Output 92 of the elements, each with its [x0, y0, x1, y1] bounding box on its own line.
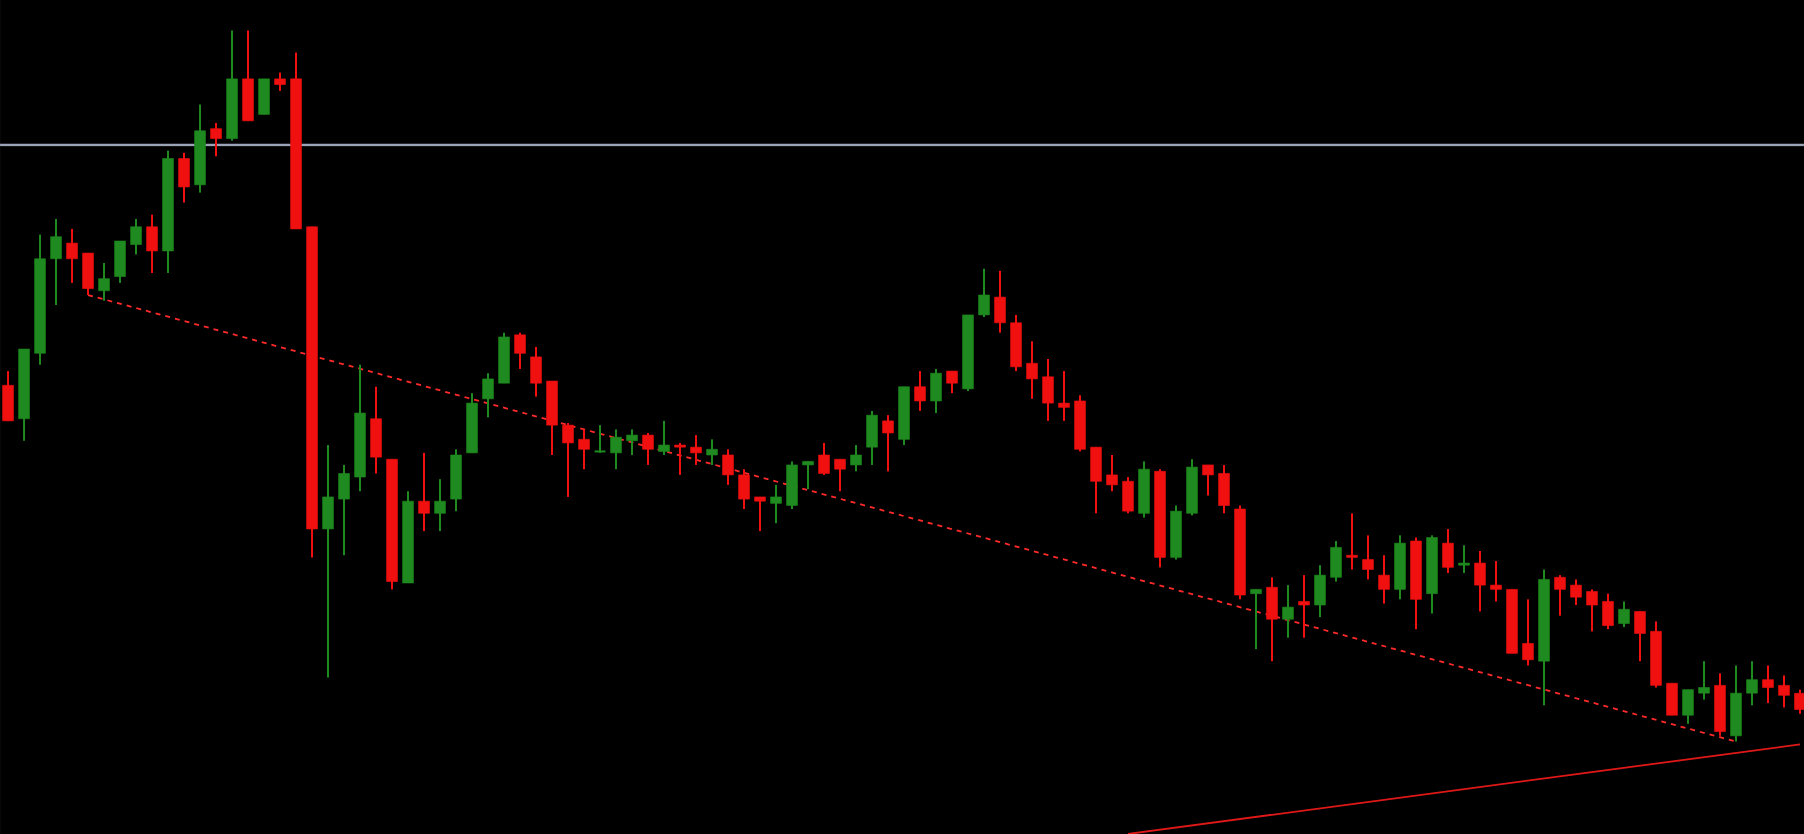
candlestick	[866, 409, 878, 466]
candlestick	[690, 434, 702, 466]
candlestick	[1058, 370, 1070, 422]
candlestick	[450, 448, 462, 513]
candlestick	[546, 380, 558, 456]
candlestick	[1474, 549, 1486, 613]
candlestick	[498, 331, 510, 385]
candlestick	[610, 428, 622, 471]
candlestick	[994, 269, 1006, 334]
candlestick	[1026, 340, 1038, 400]
candlestick	[802, 460, 814, 491]
candlestick	[1602, 592, 1614, 631]
candlestick	[130, 217, 142, 256]
candlestick	[146, 213, 158, 274]
candlestick	[66, 227, 78, 284]
candlestick	[770, 483, 782, 525]
candlestick	[1282, 584, 1294, 639]
candlestick	[274, 71, 286, 92]
candlestick	[418, 451, 430, 533]
candlestick	[786, 460, 798, 511]
candlestick	[258, 77, 270, 116]
candlestick	[1570, 578, 1582, 607]
candlestick	[1346, 512, 1358, 571]
candlestick	[562, 422, 574, 498]
candlestick	[738, 468, 750, 511]
candlestick	[434, 478, 446, 533]
candlestick	[1554, 574, 1566, 617]
candlestick	[1090, 446, 1102, 515]
candlestick	[658, 419, 670, 456]
candlestick	[1042, 358, 1054, 422]
candlestick	[114, 239, 126, 284]
candlestick	[1794, 688, 1804, 715]
candlestick	[1634, 610, 1646, 663]
candlestick	[850, 444, 862, 473]
candlestick	[1250, 588, 1262, 651]
candlestick	[1122, 476, 1134, 515]
candlestick	[1266, 576, 1278, 663]
candlestick	[98, 262, 110, 302]
candlestick	[1522, 598, 1534, 667]
candlestick	[1362, 534, 1374, 581]
candlestick	[1138, 460, 1150, 519]
candlestick	[674, 441, 686, 476]
candlestick	[1298, 574, 1310, 639]
candlestick	[1378, 554, 1390, 605]
candlestick	[626, 428, 638, 456]
candlestick	[1666, 682, 1678, 717]
candlestick	[1330, 540, 1342, 583]
candlestick	[1746, 660, 1758, 707]
candlestick	[1442, 527, 1454, 575]
candlestick	[2, 370, 14, 422]
candlestick	[1730, 664, 1742, 743]
candlestick	[338, 463, 350, 557]
candlestick	[1698, 660, 1710, 701]
candlestick	[1458, 544, 1470, 575]
candlestick	[178, 151, 190, 204]
candlestick	[978, 267, 990, 319]
candlestick	[930, 367, 942, 415]
candlestick	[514, 331, 526, 370]
candlestick	[578, 428, 590, 471]
candlestick	[706, 438, 718, 466]
candlestick	[1762, 664, 1774, 705]
candlestick	[722, 448, 734, 486]
candlestick	[642, 431, 654, 466]
candlestick	[1394, 534, 1406, 601]
candlestick	[834, 458, 846, 493]
candlestick	[1586, 588, 1598, 633]
candlestick	[1170, 504, 1182, 561]
candlestick	[482, 372, 494, 419]
candlestick	[914, 370, 926, 412]
candlestick	[530, 345, 542, 398]
candlestick	[754, 495, 766, 533]
candlestick	[946, 370, 958, 395]
candlestick	[370, 385, 382, 475]
candlestick	[82, 252, 94, 297]
candlestick	[322, 444, 334, 679]
candlestick	[1186, 458, 1198, 517]
candlestick	[1314, 564, 1326, 619]
candlestick	[1106, 454, 1118, 493]
candlestick	[1714, 672, 1726, 737]
candlestick	[1010, 313, 1022, 373]
candlestick	[882, 414, 894, 473]
candlestick	[1778, 674, 1790, 709]
candlestick	[1218, 463, 1230, 515]
candlestick	[210, 121, 222, 158]
candlestick	[1682, 688, 1694, 725]
candlestick	[1618, 600, 1630, 629]
candlestick	[50, 217, 62, 306]
candlestick	[818, 441, 830, 476]
candlestick	[242, 29, 254, 122]
candlestick	[593, 424, 607, 454]
candlestick	[1202, 463, 1214, 497]
candlestick	[1490, 559, 1502, 603]
